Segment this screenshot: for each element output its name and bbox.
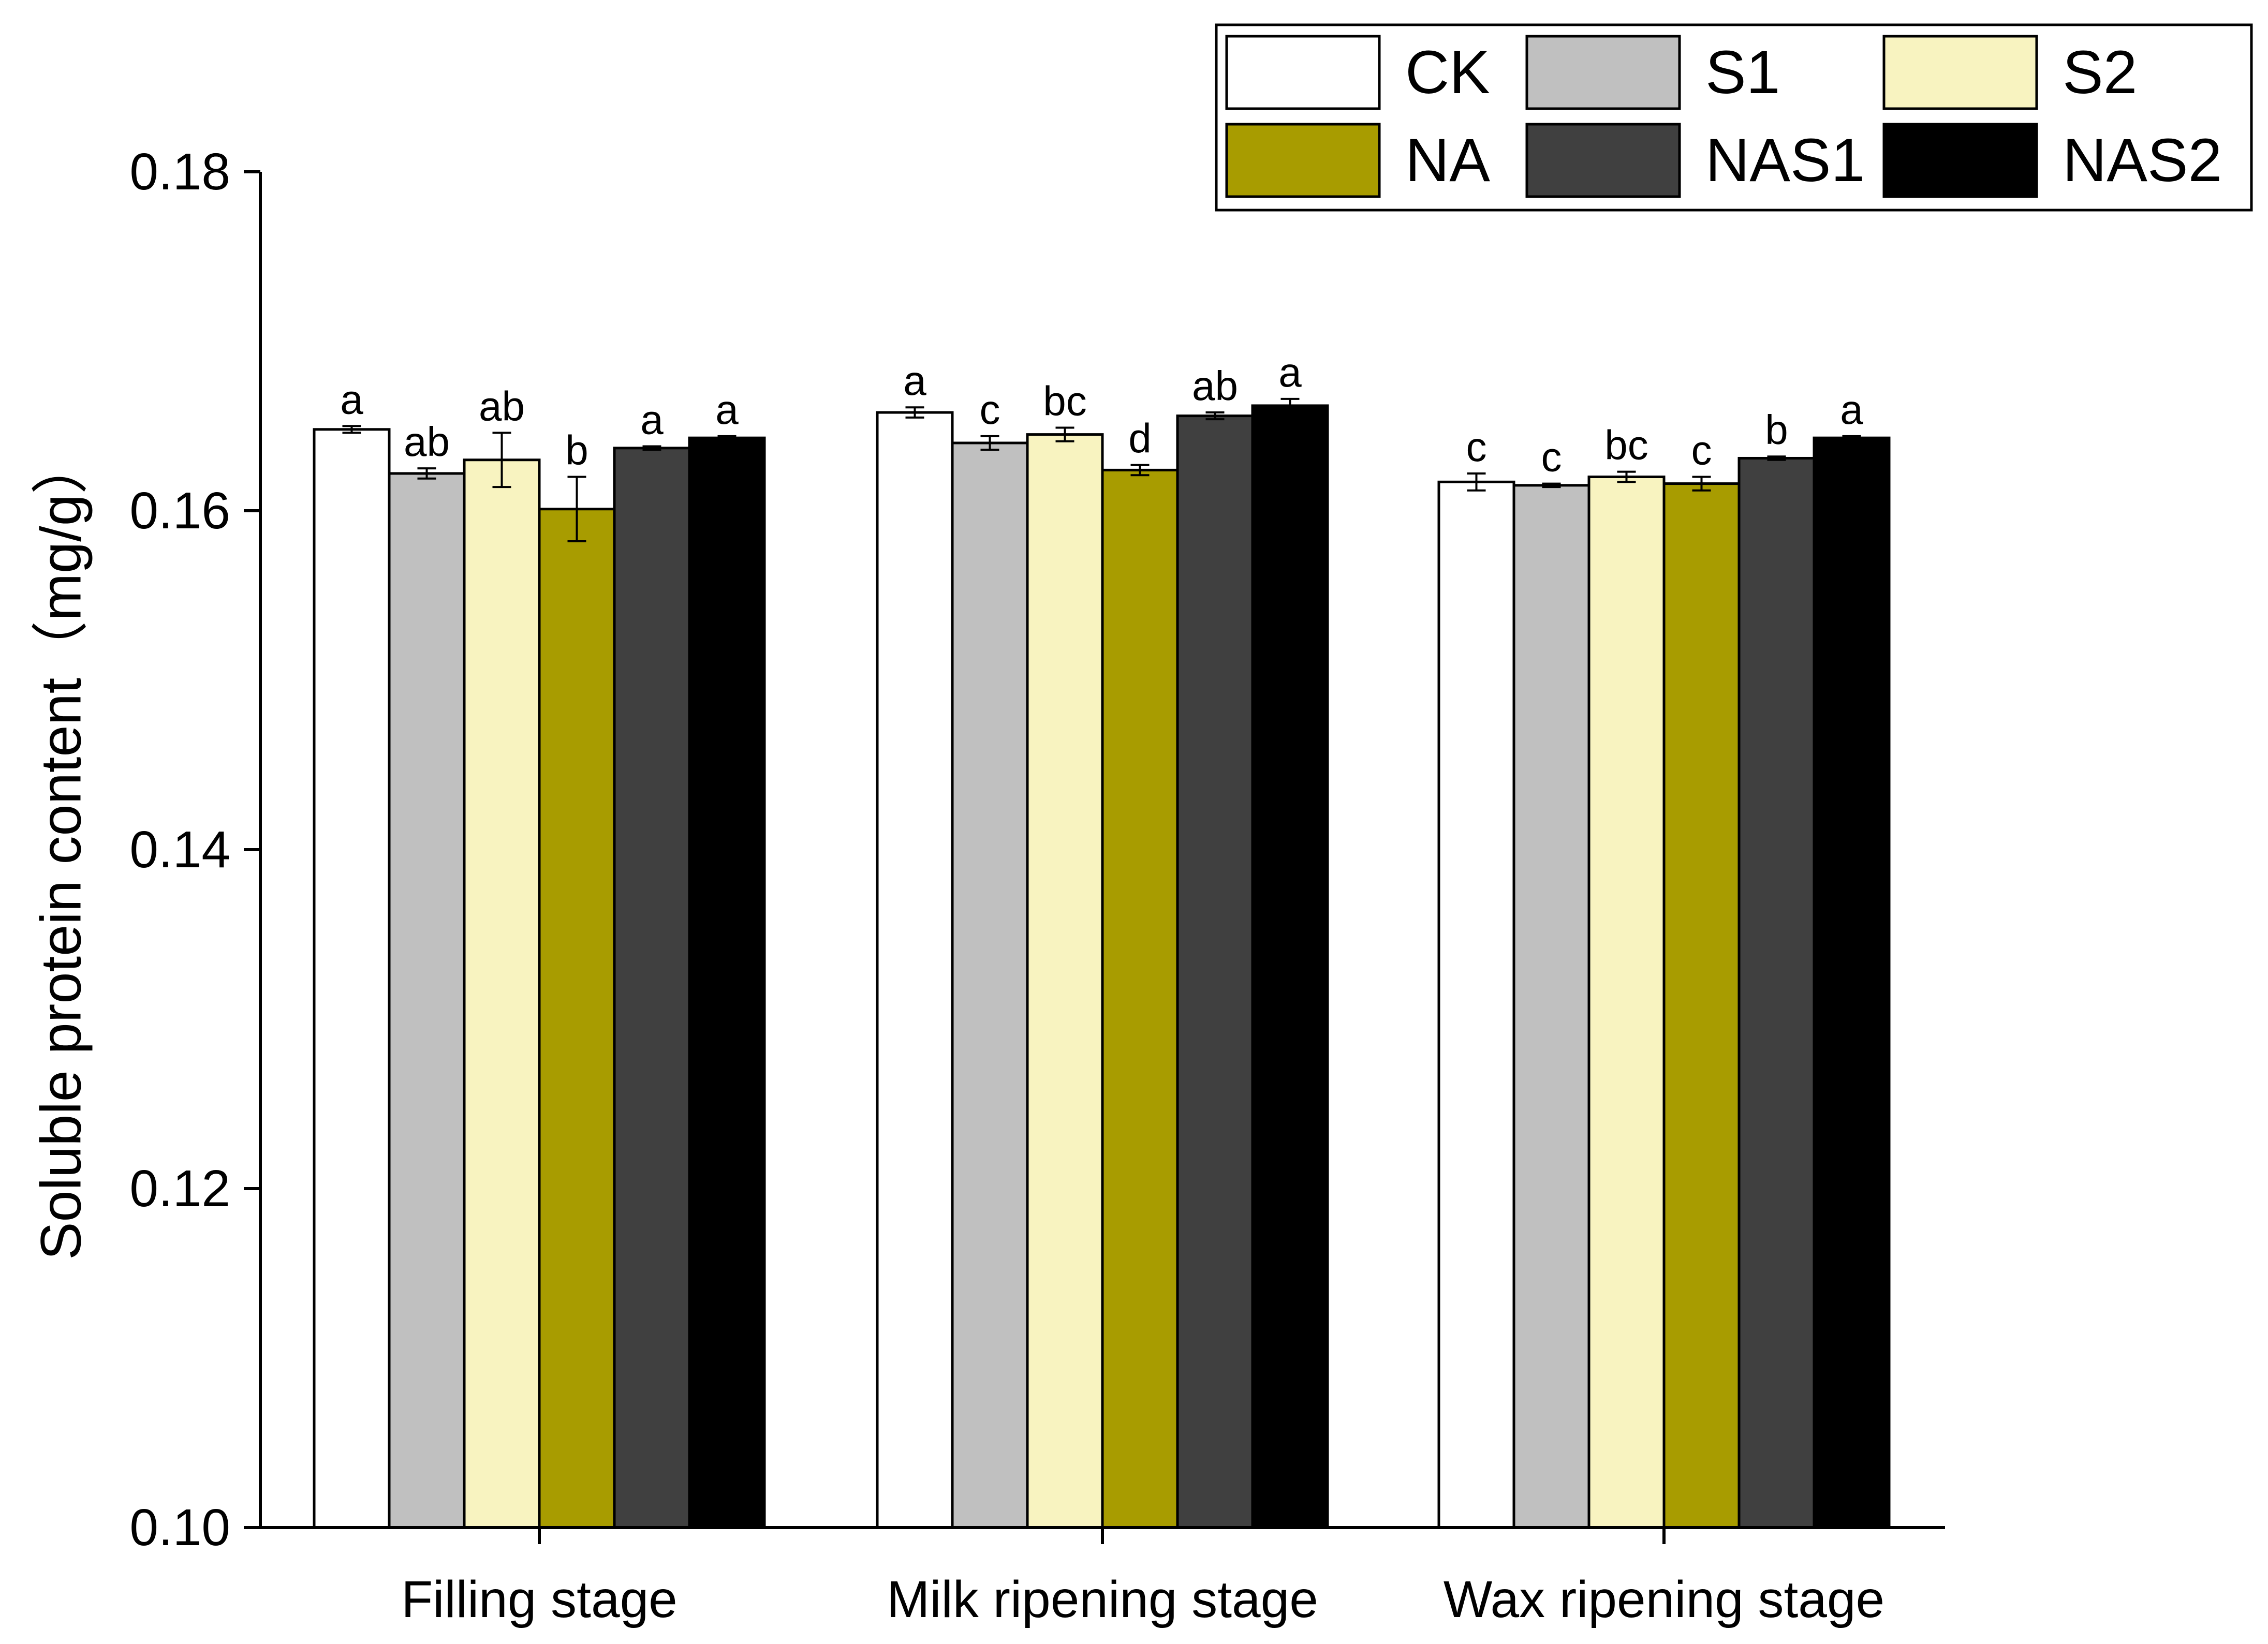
x-tick-label: Milk ripening stage bbox=[887, 1571, 1318, 1628]
legend-label-s1: S1 bbox=[1705, 38, 1780, 107]
x-tick-label: Filling stage bbox=[401, 1571, 678, 1628]
significance-label: ab bbox=[1192, 363, 1238, 409]
y-tick-label: 0.18 bbox=[129, 143, 230, 201]
bar-s1 bbox=[951, 441, 1029, 1529]
significance-label: c bbox=[1541, 434, 1562, 480]
significance-label: a bbox=[1840, 387, 1863, 433]
bar-s1 bbox=[388, 472, 466, 1529]
y-tick-label: 0.10 bbox=[129, 1499, 230, 1557]
legend-swatch-s1 bbox=[1525, 35, 1681, 110]
error-bar bbox=[567, 476, 586, 542]
y-ticks: 0.10 0.12 0.14 0.16 0.18 bbox=[129, 143, 260, 1557]
error-bar bbox=[642, 445, 661, 451]
significance-label: b bbox=[565, 427, 588, 473]
significance-label: bc bbox=[1043, 378, 1087, 424]
y-tick-label: 0.14 bbox=[129, 821, 230, 879]
bar-s1 bbox=[1512, 484, 1590, 1529]
significance-label: a bbox=[640, 397, 664, 443]
error-bar bbox=[417, 467, 436, 480]
error-bar bbox=[1055, 426, 1074, 442]
legend-swatch-nas2 bbox=[1882, 123, 2038, 198]
error-bar bbox=[1280, 397, 1300, 414]
significance-label: ab bbox=[479, 383, 525, 429]
significance-label: a bbox=[903, 358, 926, 404]
bar-nas2 bbox=[1813, 436, 1891, 1529]
bar-nas2 bbox=[1251, 404, 1329, 1529]
significance-label: c bbox=[1691, 427, 1712, 473]
significance-label: a bbox=[715, 387, 739, 433]
error-bar bbox=[1767, 455, 1786, 461]
bar-s2 bbox=[463, 458, 541, 1529]
y-axis-title: Soluble protein content（mg/g） bbox=[30, 437, 93, 1260]
bar-s2 bbox=[1587, 476, 1666, 1529]
bar-na bbox=[1662, 482, 1741, 1529]
legend-swatch-na bbox=[1225, 123, 1381, 198]
legend-swatch-ck bbox=[1225, 35, 1381, 110]
error-bar bbox=[905, 406, 924, 419]
error-bar bbox=[717, 435, 737, 441]
legend-label-nas1: NAS1 bbox=[1705, 126, 1865, 195]
error-bar bbox=[492, 432, 511, 488]
error-bar bbox=[980, 435, 999, 451]
significance-label: d bbox=[1128, 416, 1152, 462]
legend-label-s2: S2 bbox=[2063, 38, 2137, 107]
bar-ck bbox=[1437, 480, 1515, 1529]
bar-nas1 bbox=[1176, 414, 1254, 1529]
significance-label: bc bbox=[1604, 422, 1648, 468]
error-bar bbox=[1205, 411, 1225, 421]
error-bar bbox=[1130, 464, 1150, 477]
error-bar bbox=[342, 425, 361, 434]
legend-swatch-s2 bbox=[1882, 35, 2038, 110]
bar-nas1 bbox=[613, 447, 691, 1529]
legend-frame bbox=[1215, 23, 2253, 212]
bar-ck bbox=[876, 411, 954, 1529]
bar-s2 bbox=[1026, 433, 1104, 1529]
legend-items: CK S1 S2 NA NAS1 NAS2 bbox=[1225, 35, 2222, 198]
significance-label: a bbox=[340, 376, 363, 422]
legend-label-ck: CK bbox=[1405, 38, 1490, 107]
significance-label: c bbox=[980, 387, 1000, 433]
bar-na bbox=[1101, 468, 1179, 1529]
significance-label: a bbox=[1278, 349, 1302, 395]
y-tick-label: 0.12 bbox=[129, 1160, 230, 1218]
significance-label: ab bbox=[404, 419, 450, 465]
significance-label: c bbox=[1466, 424, 1487, 470]
x-ticks: Filling stage Milk ripening stage Wax ripe… bbox=[401, 1528, 1884, 1628]
significance-label: b bbox=[1765, 407, 1788, 453]
legend: CK S1 S2 NA NAS1 NAS2 bbox=[1215, 23, 2253, 212]
error-bar bbox=[1842, 435, 1861, 441]
error-bar bbox=[1542, 482, 1561, 488]
error-bar bbox=[1617, 470, 1636, 483]
bar-nas1 bbox=[1737, 456, 1816, 1529]
legend-swatch-nas1 bbox=[1525, 123, 1681, 198]
error-bar bbox=[1467, 472, 1486, 492]
legend-label-na: NA bbox=[1405, 126, 1490, 195]
error-bar bbox=[1692, 476, 1711, 492]
bar-ck bbox=[313, 428, 391, 1529]
x-tick-label: Wax ripening stage bbox=[1444, 1571, 1884, 1628]
bar-na bbox=[538, 508, 616, 1529]
y-tick-label: 0.16 bbox=[129, 482, 230, 540]
legend-label-nas2: NAS2 bbox=[2063, 126, 2222, 195]
bar-nas2 bbox=[688, 436, 766, 1529]
